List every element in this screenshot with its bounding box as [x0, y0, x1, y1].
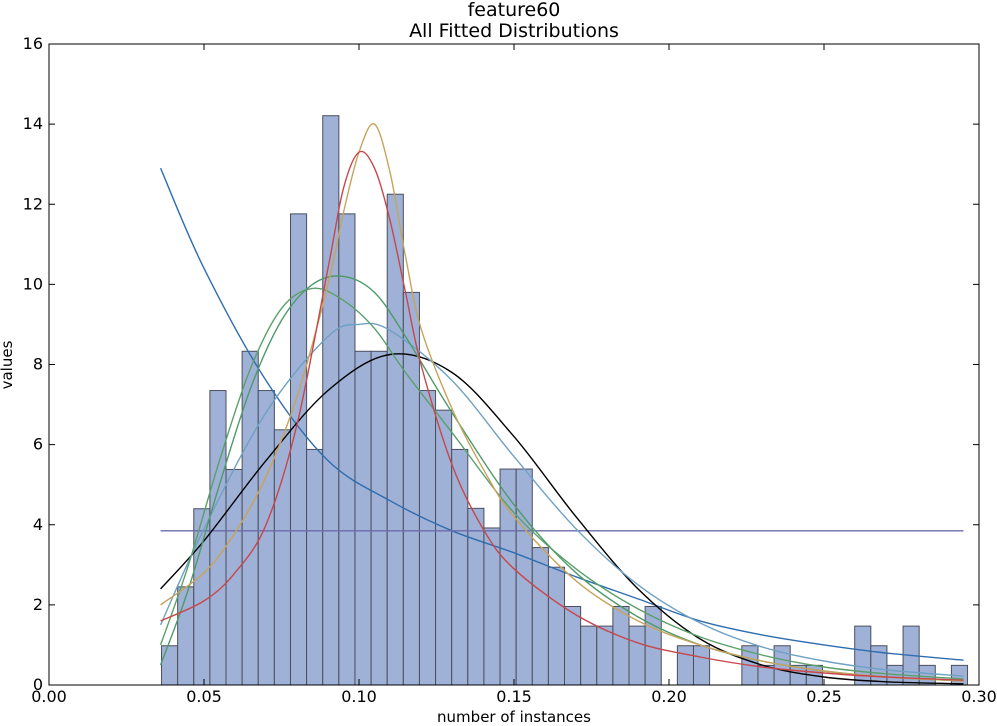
y-tick-label: 12 — [23, 194, 43, 213]
histogram-bar — [918, 664, 936, 686]
histogram-bar — [692, 645, 711, 686]
x-tick-label: 0.25 — [806, 687, 842, 706]
fitted-curve-3 — [160, 353, 964, 685]
x-axis-ticks: 0.00 0.05 0.10 0.15 0.20 0.25 0.30 — [31, 44, 997, 706]
histogram-bar — [193, 508, 211, 686]
y-tick-label: 6 — [33, 435, 43, 454]
y-tick-label: 4 — [33, 515, 43, 534]
x-tick-label: 0.15 — [496, 687, 532, 706]
x-tick-label: 0.00 — [31, 687, 67, 706]
histogram-bar — [596, 625, 614, 686]
y-tick-label: 10 — [23, 274, 43, 293]
fitted-curve-8 — [160, 150, 964, 681]
histogram-bar — [612, 605, 630, 686]
histogram-bar — [467, 507, 485, 686]
fitted-curve-5 — [159, 287, 964, 680]
histogram-bar — [273, 429, 291, 686]
x-tick-label: 0.30 — [961, 687, 997, 706]
y-tick-label: 2 — [33, 595, 43, 614]
histogram-bars — [161, 115, 969, 686]
histogram-bar — [322, 115, 340, 686]
histogram-bar — [209, 390, 227, 686]
histogram-bar — [628, 625, 646, 686]
x-tick-label: 0.20 — [651, 687, 687, 706]
y-tick-label: 16 — [23, 34, 43, 53]
histogram-bar — [531, 547, 549, 686]
histogram-bar — [580, 625, 598, 686]
y-tick-label: 14 — [23, 114, 43, 133]
histogram-bar — [418, 390, 437, 686]
fitted-curve-4 — [159, 322, 964, 677]
y-tick-label: 0 — [33, 675, 43, 694]
histogram-bar — [435, 409, 453, 686]
fitted-curve-7 — [160, 123, 964, 682]
histogram-bar — [676, 645, 694, 686]
chart-subtitle: All Fitted Distributions — [409, 20, 619, 42]
histogram-bar — [177, 586, 195, 686]
histogram-bar — [564, 605, 582, 686]
y-tick-label: 8 — [33, 355, 43, 374]
chart-title: feature60 — [468, 0, 561, 21]
y-axis-label: values — [0, 340, 16, 389]
histogram-bar — [547, 566, 566, 686]
histogram-bar — [370, 350, 388, 686]
x-axis-label: number of instances — [437, 708, 591, 726]
histogram-bar — [306, 448, 324, 686]
x-tick-label: 0.05 — [186, 687, 222, 706]
x-tick-label: 0.10 — [341, 687, 377, 706]
histogram-bar — [354, 350, 372, 686]
histogram-bar — [161, 645, 179, 686]
fitted-curves — [159, 123, 964, 685]
histogram-bar — [338, 213, 356, 686]
y-axis-ticks: 0 2 4 6 8 10 12 14 16 — [23, 34, 979, 694]
histogram-bar — [289, 213, 308, 686]
